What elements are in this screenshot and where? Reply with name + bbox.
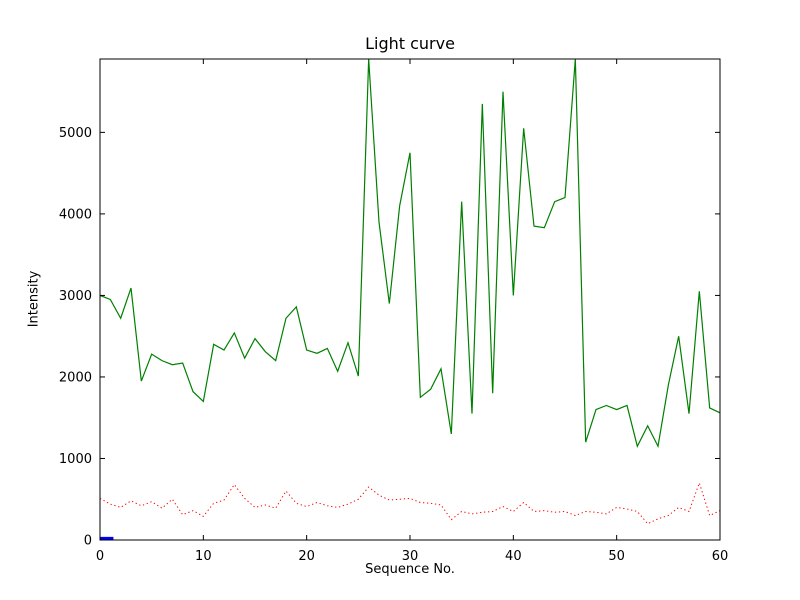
x-tick-label: 30 [402, 549, 419, 564]
x-tick-label: 20 [298, 549, 315, 564]
y-tick-label: 4000 [59, 207, 92, 222]
y-tick-label: 0 [84, 534, 92, 549]
x-tick-label: 0 [96, 549, 104, 564]
y-tick-label: 5000 [59, 126, 92, 141]
axes-frame [99, 58, 721, 541]
chart-title: Light curve [365, 34, 455, 53]
x-tick-label: 50 [608, 549, 625, 564]
x-tick-label: 40 [505, 549, 522, 564]
y-tick-label: 1000 [59, 452, 92, 467]
series-group [100, 59, 720, 540]
series-light-curve-line [100, 59, 720, 449]
y-tick-label: 2000 [59, 370, 92, 385]
x-tick-label: 10 [195, 549, 212, 564]
series-background-level-line [100, 481, 720, 525]
x-tick-label: 60 [712, 549, 729, 564]
y-axis-label: Intensity [26, 270, 42, 328]
x-axis-label: Sequence No. [365, 562, 455, 577]
y-tick-label: 3000 [59, 289, 92, 304]
